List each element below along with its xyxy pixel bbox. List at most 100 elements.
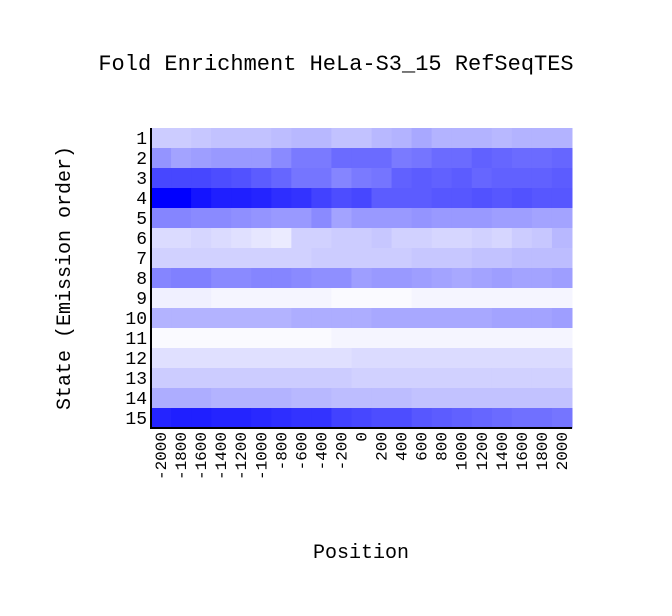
heatmap-cell xyxy=(171,408,192,429)
heatmap-cell xyxy=(371,388,393,409)
heatmap-cell xyxy=(511,288,533,309)
heatmap-cell xyxy=(391,308,413,329)
heatmap-cell xyxy=(511,188,533,209)
x-tick-label: -200 xyxy=(333,432,351,470)
heatmap-cell xyxy=(311,268,332,289)
heatmap-cell xyxy=(311,288,332,309)
heatmap-cell xyxy=(451,348,473,369)
heatmap-cell xyxy=(411,248,433,269)
heatmap-cell xyxy=(231,388,252,409)
heatmap-cell xyxy=(211,328,232,349)
heatmap-cell xyxy=(191,248,212,269)
heatmap-cell xyxy=(491,328,513,349)
y-tick-label: 9 xyxy=(136,290,147,310)
heatmap-cell xyxy=(511,128,533,149)
heatmap-cell xyxy=(371,208,393,229)
x-tick-labels: -2000 -1800 -1600 -1400 -1200 -1000 -800 -600 -4… xyxy=(153,432,572,480)
heatmap-cell xyxy=(391,328,413,349)
heatmap-cell xyxy=(251,128,272,149)
heatmap-cell xyxy=(431,408,453,429)
heatmap-cell xyxy=(291,388,312,409)
heatmap-cell xyxy=(451,188,473,209)
heatmap-cell xyxy=(531,368,553,389)
heatmap-cell xyxy=(411,268,433,289)
heatmap-cell xyxy=(251,328,272,349)
heatmap-cell xyxy=(391,208,413,229)
heatmap-cell xyxy=(331,308,352,329)
heatmap-cell xyxy=(231,248,252,269)
y-tick-label: 8 xyxy=(136,270,147,290)
heatmap-cell xyxy=(391,388,413,409)
heatmap-cell xyxy=(431,268,453,289)
heatmap-cell xyxy=(191,168,212,189)
heatmap-cell xyxy=(351,248,373,269)
heatmap-cell xyxy=(471,288,493,309)
heatmap-cell xyxy=(211,128,232,149)
heatmap-cell xyxy=(171,368,192,389)
heatmap-cell xyxy=(431,128,453,149)
heatmap-cell xyxy=(251,248,272,269)
heatmap-cell xyxy=(271,208,292,229)
heatmap-cell xyxy=(551,228,573,249)
heatmap-cell xyxy=(211,148,232,169)
heatmap-cell xyxy=(331,148,352,169)
x-tick-label: -1200 xyxy=(233,432,251,480)
heatmap-cell xyxy=(291,268,312,289)
heatmap-cell xyxy=(251,408,272,429)
heatmap-cell xyxy=(451,208,473,229)
heatmap-cell xyxy=(491,408,513,429)
heatmap-cell xyxy=(151,228,172,249)
heatmap-cell xyxy=(311,408,332,429)
heatmap-cell xyxy=(231,328,252,349)
heatmap-cell xyxy=(451,408,473,429)
heatmap-cell xyxy=(511,168,533,189)
heatmap-cell xyxy=(391,348,413,369)
heatmap-cell xyxy=(151,368,172,389)
heatmap-cell xyxy=(391,288,413,309)
heatmap-cell xyxy=(491,388,513,409)
y-tick-label: 15 xyxy=(125,410,147,430)
heatmap-cell xyxy=(271,388,292,409)
heatmap-cell xyxy=(311,148,332,169)
heatmap-cell xyxy=(531,168,553,189)
heatmap-cell xyxy=(411,168,433,189)
heatmap-cell xyxy=(371,188,393,209)
x-tick-label: 0 xyxy=(354,432,372,442)
heatmap-cell xyxy=(231,308,252,329)
y-tick-label: 3 xyxy=(136,170,147,190)
heatmap-cell xyxy=(451,308,473,329)
heatmap-cell xyxy=(491,368,513,389)
heatmap-cell xyxy=(371,408,393,429)
heatmap-cell xyxy=(171,168,192,189)
heatmap-cell xyxy=(511,148,533,169)
heatmap-cell xyxy=(551,348,573,369)
heatmap-cell xyxy=(351,408,373,429)
heatmap-cell xyxy=(491,348,513,369)
heatmap-cell xyxy=(371,228,393,249)
heatmap-cell xyxy=(271,328,292,349)
heatmap-cell xyxy=(271,168,292,189)
x-tick-label: 2000 xyxy=(554,432,572,470)
heatmap-cell xyxy=(551,128,573,149)
heatmap-cell xyxy=(351,288,373,309)
heatmap-cell xyxy=(531,348,553,369)
heatmap-cell xyxy=(451,128,473,149)
x-tick-label: -800 xyxy=(273,432,291,470)
heatmap-cell xyxy=(371,128,393,149)
heatmap-cell xyxy=(271,288,292,309)
x-tick-label: 800 xyxy=(434,432,452,461)
heatmap-cell xyxy=(151,348,172,369)
heatmap-cell xyxy=(191,128,212,149)
heatmap-cell xyxy=(431,148,453,169)
y-tick-label: 7 xyxy=(136,250,147,270)
heatmap-cell xyxy=(331,268,352,289)
heatmap-cell xyxy=(431,328,453,349)
heatmap-cell xyxy=(531,228,553,249)
heatmap-cell xyxy=(271,308,292,329)
heatmap-cell xyxy=(371,328,393,349)
heatmap-cell xyxy=(191,328,212,349)
heatmap-cell xyxy=(331,248,352,269)
heatmap-cell xyxy=(191,348,212,369)
heatmap-cell xyxy=(231,128,252,149)
heatmap-cell xyxy=(511,408,533,429)
